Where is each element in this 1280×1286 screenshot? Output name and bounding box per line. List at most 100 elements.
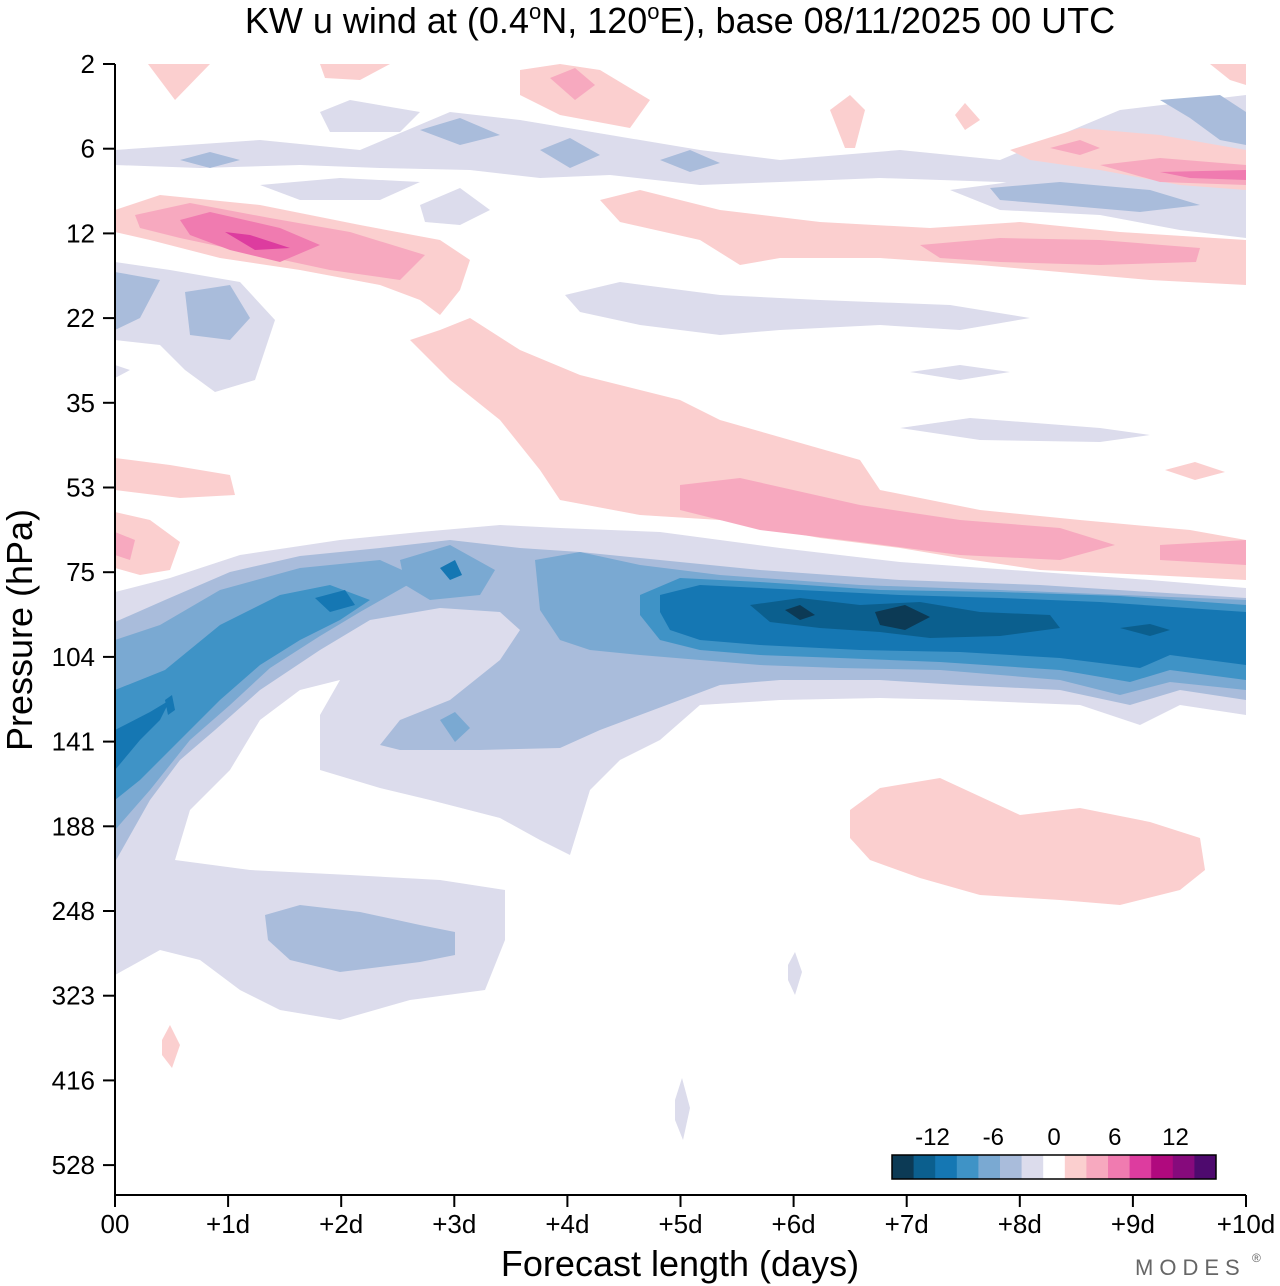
colorbar-swatch xyxy=(978,1155,1001,1179)
colorbar-tick-label: 0 xyxy=(1047,1124,1060,1151)
contour-neg-light xyxy=(420,188,490,225)
colorbar-swatch xyxy=(1064,1155,1087,1179)
contour-neg-medium xyxy=(180,152,240,168)
colorbar-swatches xyxy=(892,1155,1217,1179)
contour-neg-medium xyxy=(420,118,500,145)
contour-neg-mid xyxy=(440,712,470,742)
x-tick-label: 00 xyxy=(101,1209,130,1239)
y-ticks: 2 6 12 22 35 53 75 104 141 188 248 323 416 528 xyxy=(52,49,115,1180)
registered-mark: ® xyxy=(1252,1251,1261,1265)
y-tick-label: 12 xyxy=(66,218,95,248)
contour-fields xyxy=(115,64,1246,1140)
contour-neg-darker xyxy=(440,560,462,580)
contour-neg-light xyxy=(320,100,420,132)
colorbar-swatch xyxy=(1172,1155,1195,1179)
contour-pos-strong xyxy=(1160,170,1246,180)
contour-neg-light xyxy=(910,365,1010,380)
colorbar-tick-label: -12 xyxy=(915,1124,950,1151)
contour-neg-core xyxy=(875,605,930,630)
y-tick-label: 35 xyxy=(66,388,95,418)
y-tick-label: 248 xyxy=(52,896,95,926)
x-axis-label: Forecast length (days) xyxy=(501,1243,859,1284)
y-tick-label: 188 xyxy=(52,811,95,841)
y-tick-label: 528 xyxy=(52,1150,95,1180)
contour-pos-vstrong xyxy=(225,232,290,250)
contour-neg-light xyxy=(788,952,802,995)
contour-pos-light xyxy=(320,64,390,80)
y-tick-label: 416 xyxy=(52,1065,95,1095)
contour-neg-medium xyxy=(540,138,600,168)
x-tick-label: +1d xyxy=(206,1209,250,1239)
x-tick-label: +3d xyxy=(432,1209,476,1239)
colorbar-swatch xyxy=(892,1155,915,1179)
contour-neg-light xyxy=(900,418,1150,442)
colorbar-swatch xyxy=(1194,1155,1217,1179)
colorbar-tick-label: -6 xyxy=(983,1124,1004,1151)
x-tick-label: +9d xyxy=(1111,1209,1155,1239)
colorbar-swatch xyxy=(935,1155,958,1179)
contour-neg-medium xyxy=(660,150,720,172)
y-tick-label: 141 xyxy=(52,727,95,757)
x-tick-label: +6d xyxy=(772,1209,816,1239)
x-tick-label: +4d xyxy=(545,1209,589,1239)
contour-pos-light xyxy=(850,778,1205,905)
y-tick-label: 2 xyxy=(81,49,95,79)
x-tick-label: +8d xyxy=(998,1209,1042,1239)
contour-pos-light xyxy=(830,95,865,148)
colorbar-swatch xyxy=(1021,1155,1044,1179)
contour-neg-darker xyxy=(165,695,175,715)
colorbar-swatch xyxy=(1000,1155,1023,1179)
colorbar-tick-label: 6 xyxy=(1108,1124,1121,1151)
x-tick-label: +2d xyxy=(319,1209,363,1239)
contour-pos-light xyxy=(115,458,235,498)
colorbar-swatch xyxy=(913,1155,936,1179)
colorbar-swatch xyxy=(956,1155,979,1179)
contour-pos-light xyxy=(1165,462,1225,480)
colorbar-swatch xyxy=(1043,1155,1066,1179)
contour-neg-medium xyxy=(1160,95,1246,145)
contour-neg-darker xyxy=(115,700,170,770)
contour-pos-medium xyxy=(680,478,1115,560)
colorbar-swatch xyxy=(1151,1155,1174,1179)
y-tick-label: 6 xyxy=(81,134,95,164)
y-tick-label: 53 xyxy=(66,473,95,503)
colorbar-frame xyxy=(891,1154,1217,1180)
contour-pos-medium xyxy=(115,532,135,560)
contour-pos-medium xyxy=(550,68,595,100)
contour-pos-light xyxy=(162,1025,180,1068)
contour-pos-medium xyxy=(1050,140,1100,155)
contour-neg-light xyxy=(260,178,420,200)
x-tick-label: +7d xyxy=(885,1209,929,1239)
x-tick-label: +10d xyxy=(1217,1209,1276,1239)
contour-pos-medium xyxy=(920,238,1200,265)
contour-neg-darkest xyxy=(1120,624,1170,636)
contour-neg-light xyxy=(115,95,1246,205)
x-tick-label: +5d xyxy=(658,1209,702,1239)
contour-neg-medium xyxy=(990,182,1200,212)
modes-logo: MODES xyxy=(1135,1255,1246,1280)
colorbar-swatch xyxy=(1086,1155,1109,1179)
colorbar-swatch xyxy=(1108,1155,1131,1179)
y-tick-label: 22 xyxy=(66,303,95,333)
x-ticks: 00 +1d +2d +3d +4d +5d +6d +7d +8d +9d +10d xyxy=(101,1195,1276,1239)
contour-neg-core xyxy=(785,605,815,620)
contour-neg-medium xyxy=(185,285,250,340)
colorbar-tick-labels: -12 -6 0 6 12 xyxy=(915,1124,1189,1151)
colorbar-swatch xyxy=(1129,1155,1152,1179)
y-axis-label: Pressure (hPa) xyxy=(0,509,40,751)
contour-pos-light xyxy=(1210,64,1246,85)
contour-neg-darker xyxy=(315,590,355,612)
colorbar: -12 -6 0 6 12 xyxy=(891,1124,1217,1180)
contour-neg-light xyxy=(675,1078,690,1140)
contour-pos-light xyxy=(955,103,980,130)
y-tick-label: 323 xyxy=(52,981,95,1011)
y-tick-label: 75 xyxy=(66,557,95,587)
contour-pos-light xyxy=(115,512,180,575)
contour-pos-light xyxy=(148,64,210,100)
contour-neg-light xyxy=(565,282,1030,335)
y-tick-label: 104 xyxy=(52,642,95,672)
contour-pos-medium xyxy=(1160,540,1246,565)
colorbar-tick-label: 12 xyxy=(1162,1124,1189,1151)
contour-neg-medium xyxy=(115,272,160,330)
